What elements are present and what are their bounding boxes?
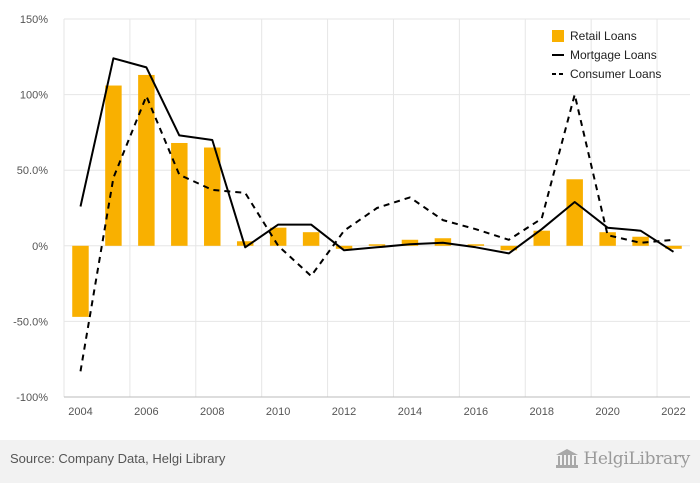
retail-loans-bar xyxy=(401,239,419,246)
y-tick-label: 50.0% xyxy=(17,165,48,177)
retail-loans-bar xyxy=(236,241,254,246)
x-tick-label: 2006 xyxy=(134,406,158,418)
retail-loans-bar xyxy=(368,244,386,246)
y-tick-label: 100% xyxy=(20,90,48,102)
legend-label: Mortgage Loans xyxy=(570,48,657,62)
x-tick-label: 2004 xyxy=(68,406,92,418)
y-tick-label: 150% xyxy=(20,14,48,26)
brand-text: HelgiLibrary xyxy=(583,449,690,469)
retail-loans-bar xyxy=(467,244,485,246)
retail-loans-bar xyxy=(665,245,682,249)
consumer-loans-line xyxy=(79,93,674,372)
axes: 150% 100% 50.0% 0% -50.0% -100% 2004 2006 2008 20… xyxy=(13,14,690,418)
y-tick-label: 0% xyxy=(32,241,48,253)
retail-loans-bar xyxy=(533,230,550,246)
x-tick-label: 2016 xyxy=(464,406,488,418)
x-tick-label: 2022 xyxy=(661,406,685,418)
legend-swatch-bar xyxy=(552,30,564,42)
legend-label: Consumer Loans xyxy=(570,67,661,81)
x-tick-label: 2008 xyxy=(200,406,224,418)
x-tick-label: 2020 xyxy=(595,406,619,418)
legend: Retail Loans Mortgage Loans Consumer Loans xyxy=(552,29,661,81)
y-tick-label: -50.0% xyxy=(13,316,48,328)
retail-loans-bar xyxy=(72,245,89,317)
brand-logo: HelgiLibrary xyxy=(555,447,690,471)
retail-loans-bar xyxy=(302,232,320,246)
library-building-icon xyxy=(556,449,579,468)
retail-loans-bar xyxy=(171,142,188,246)
retail-loans-bars xyxy=(72,74,682,317)
retail-loans-bar xyxy=(269,227,287,246)
source-text: Source: Company Data, Helgi Library xyxy=(10,451,226,466)
mortgage-loans-line xyxy=(79,57,675,255)
x-tick-label: 2014 xyxy=(398,406,422,418)
retail-loans-bar xyxy=(335,245,353,249)
retail-loans-bar xyxy=(138,74,155,246)
x-tick-label: 2018 xyxy=(529,406,553,418)
line-series xyxy=(79,57,675,372)
y-tick-label: -100% xyxy=(16,392,48,404)
chart: 150% 100% 50.0% 0% -50.0% -100% 2004 2006 2008 20… xyxy=(13,14,690,418)
retail-loans-bar xyxy=(204,147,221,246)
x-tick-label: 2012 xyxy=(332,406,356,418)
retail-loans-bar xyxy=(566,179,583,246)
legend-label: Retail Loans xyxy=(570,29,637,43)
footer-bar xyxy=(0,440,700,483)
retail-loans-bar xyxy=(632,236,649,246)
x-tick-label: 2010 xyxy=(266,406,290,418)
retail-loans-bar xyxy=(599,232,616,246)
retail-loans-bar xyxy=(500,245,518,251)
